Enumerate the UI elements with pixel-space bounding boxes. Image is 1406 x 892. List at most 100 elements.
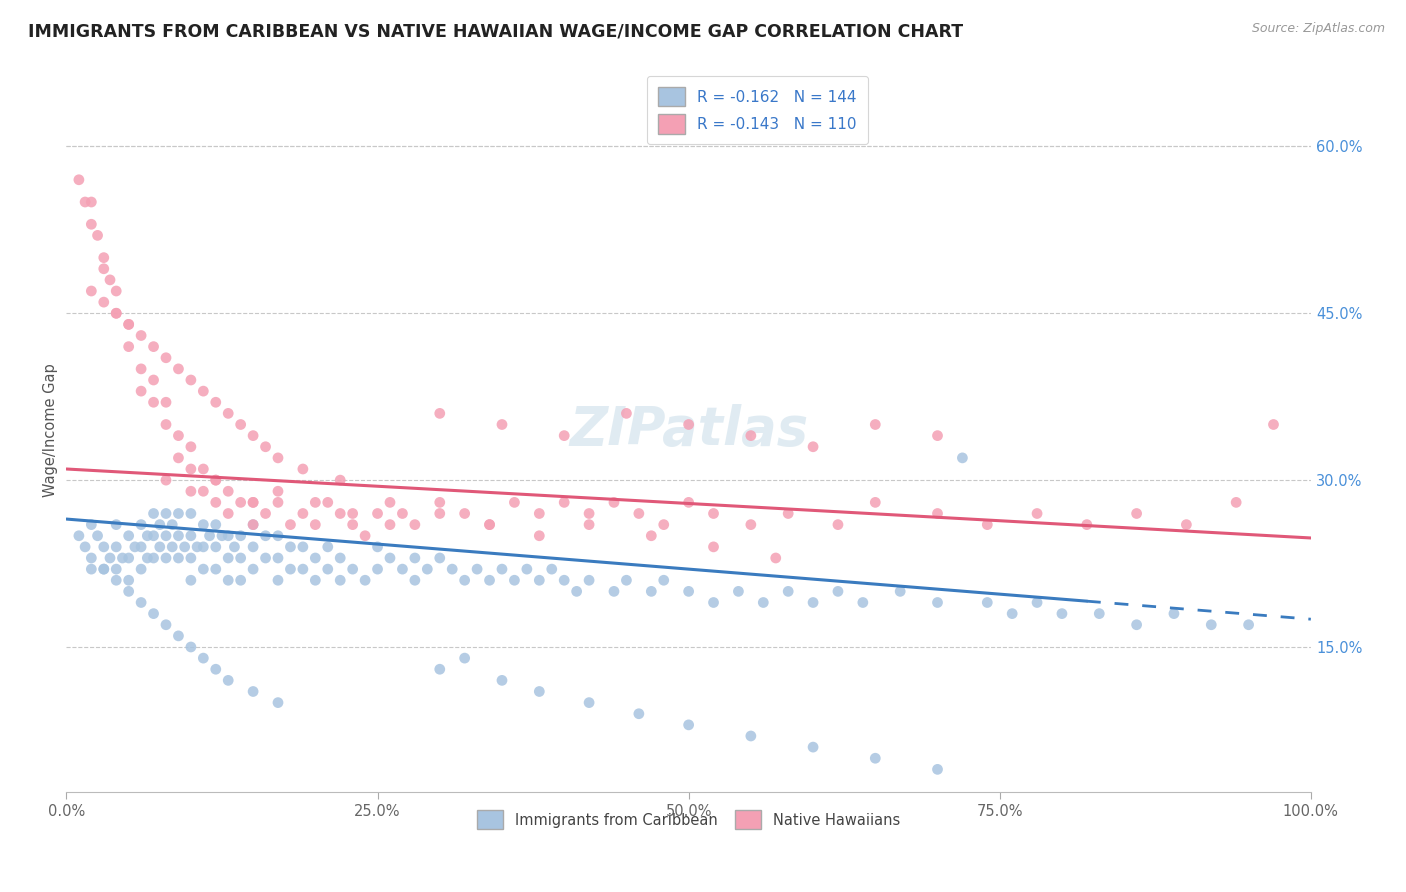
Point (254, 440, 277, 454)
Point (155, 351, 177, 365)
Point (193, 462, 215, 476)
Point (702, 540, 724, 554)
Point (142, 507, 165, 521)
Point (105, 562, 128, 576)
Point (752, 595, 775, 609)
Point (142, 395, 165, 409)
Point (678, 495, 700, 509)
Point (553, 428, 575, 442)
Point (616, 574, 638, 588)
Point (378, 495, 401, 509)
Point (453, 574, 475, 588)
Point (180, 507, 202, 521)
Point (304, 574, 326, 588)
Point (404, 574, 426, 588)
Point (976, 517, 998, 532)
Point (180, 551, 202, 566)
Point (136, 529, 159, 543)
Point (105, 517, 128, 532)
Point (316, 562, 339, 576)
Point (242, 562, 264, 576)
Point (129, 540, 152, 554)
Point (142, 529, 165, 543)
Point (652, 517, 675, 532)
Point (167, 629, 190, 643)
Point (491, 417, 513, 432)
Point (1163, 607, 1185, 621)
Point (865, 751, 887, 765)
Point (801, 440, 824, 454)
Point (124, 540, 146, 554)
Point (927, 507, 949, 521)
Point (1026, 507, 1049, 521)
Point (603, 495, 626, 509)
Point (186, 540, 208, 554)
Point (342, 562, 364, 576)
Point (105, 540, 128, 554)
Point (702, 595, 724, 609)
Point (453, 651, 475, 665)
Point (149, 517, 172, 532)
Point (927, 763, 949, 777)
Point (1076, 517, 1098, 532)
Point (204, 495, 226, 509)
Point (80, 284, 103, 298)
Point (267, 450, 290, 465)
Point (1125, 617, 1147, 632)
Point (229, 574, 252, 588)
Point (529, 684, 551, 698)
Point (578, 517, 600, 532)
Point (254, 551, 277, 566)
Point (553, 495, 575, 509)
Point (827, 584, 849, 599)
Point (603, 584, 626, 599)
Point (316, 540, 339, 554)
Point (98, 551, 121, 566)
Point (105, 306, 128, 320)
Point (180, 574, 202, 588)
Point (1001, 607, 1024, 621)
Point (1088, 607, 1111, 621)
Point (889, 584, 911, 599)
Point (429, 507, 451, 521)
Point (1201, 617, 1223, 632)
Point (93, 261, 115, 276)
Point (129, 328, 152, 343)
Point (86, 529, 108, 543)
Point (304, 517, 326, 532)
Point (193, 562, 215, 576)
Point (136, 551, 159, 566)
Point (441, 562, 464, 576)
Point (93, 251, 115, 265)
Point (118, 551, 141, 566)
Point (80, 551, 103, 566)
Point (93, 562, 115, 576)
Point (291, 562, 314, 576)
Point (129, 384, 152, 398)
Point (142, 373, 165, 387)
Point (155, 529, 177, 543)
Point (267, 551, 290, 566)
Text: ZIPatlas: ZIPatlas (569, 404, 808, 456)
Point (404, 517, 426, 532)
Point (217, 406, 239, 420)
Point (740, 729, 762, 743)
Point (155, 473, 177, 487)
Point (927, 428, 949, 442)
Text: IMMIGRANTS FROM CARIBBEAN VS NATIVE HAWAIIAN WAGE/INCOME GAP CORRELATION CHART: IMMIGRANTS FROM CARIBBEAN VS NATIVE HAWA… (28, 22, 963, 40)
Point (129, 517, 152, 532)
Point (204, 540, 226, 554)
Point (304, 551, 326, 566)
Point (193, 540, 215, 554)
Point (267, 495, 290, 509)
Point (211, 529, 233, 543)
Point (678, 718, 700, 732)
Point (129, 362, 152, 376)
Point (93, 295, 115, 310)
Point (86, 228, 108, 243)
Point (478, 517, 501, 532)
Point (217, 507, 239, 521)
Point (155, 395, 177, 409)
Y-axis label: Wage/Income Gap: Wage/Income Gap (44, 363, 58, 497)
Point (98, 273, 121, 287)
